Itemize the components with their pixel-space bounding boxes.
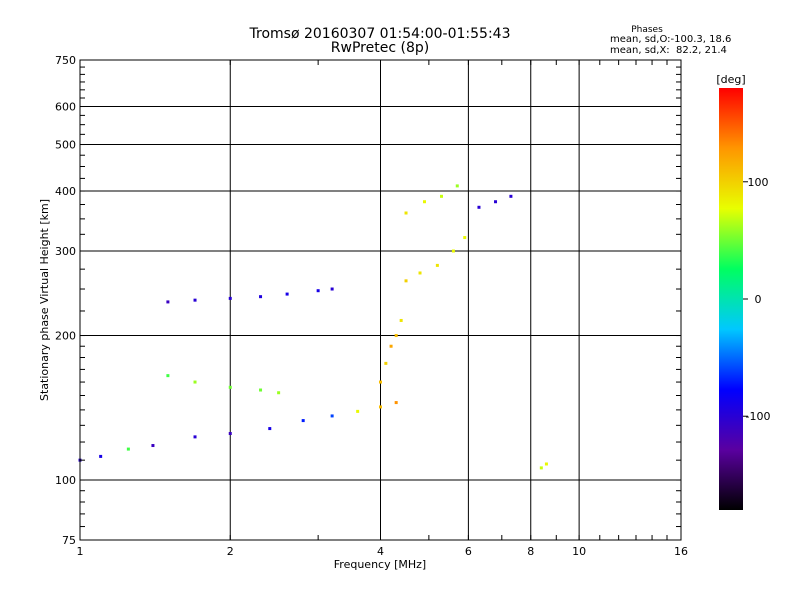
data-point	[228, 296, 232, 300]
y-tick-label: 600	[55, 101, 76, 114]
y-tick-label: 500	[55, 139, 76, 152]
data-point	[394, 401, 398, 405]
data-point	[193, 298, 197, 302]
data-point	[330, 414, 334, 418]
data-point	[418, 271, 422, 275]
data-point	[166, 300, 170, 304]
data-point	[228, 385, 232, 389]
colorbar-tick-label: 0	[755, 293, 762, 306]
colorbar-ticks: 100 0 -100	[743, 176, 770, 423]
data-point	[544, 462, 548, 466]
x-tick-label: 1	[77, 545, 84, 558]
data-point	[440, 194, 444, 198]
data-point	[379, 380, 382, 384]
data-point	[259, 388, 263, 392]
data-point	[330, 287, 334, 291]
data-point	[277, 391, 281, 395]
x-tick-label: 2	[227, 545, 234, 558]
x-axis-ticks: 1 2 4 6 8 10 16	[77, 60, 688, 558]
x-tick-label: 10	[572, 545, 586, 558]
x-tick-label: 8	[527, 545, 534, 558]
data-point	[193, 435, 197, 439]
data-point	[463, 236, 467, 240]
data-point	[455, 184, 459, 188]
data-point	[193, 380, 197, 384]
data-point	[435, 263, 439, 267]
y-tick-label: 200	[55, 330, 76, 343]
data-point	[404, 279, 408, 283]
data-point	[394, 334, 398, 338]
colorbar-unit-label: [deg]	[716, 73, 745, 86]
data-point	[477, 205, 481, 209]
data-point	[259, 295, 263, 299]
y-tick-label: 400	[55, 185, 76, 198]
data-point	[404, 211, 408, 215]
data-point	[356, 409, 360, 413]
data-point	[126, 447, 130, 451]
y-tick-label: 750	[55, 54, 76, 67]
y-axis-title: Stationary phase Virtual Height [km]	[38, 199, 51, 401]
y-axis-ticks: 75 100 200 300 400 500 600 750	[55, 54, 681, 547]
data-point	[316, 289, 320, 293]
stats-line-x: mean, sd,X: 82.2, 21.4	[610, 45, 727, 56]
data-point	[399, 318, 403, 322]
data-point	[389, 344, 393, 348]
chart-title: Tromsø 20160307 01:54:00-01:55:43	[249, 26, 511, 42]
data-point	[228, 432, 232, 436]
data-point	[151, 444, 155, 448]
data-point	[539, 466, 543, 470]
grid-lines	[80, 60, 681, 540]
chart-subtitle: RwPretec (8p)	[330, 40, 430, 56]
x-tick-label: 6	[465, 545, 472, 558]
stats-line-o: mean, sd,O:-100.3, 18.6	[610, 34, 732, 45]
y-tick-label: 300	[55, 245, 76, 258]
data-points	[78, 184, 548, 470]
data-point	[268, 427, 272, 431]
data-point	[301, 419, 305, 423]
x-tick-label: 4	[377, 545, 384, 558]
colorbar	[719, 88, 743, 510]
stats-title: Phases	[631, 25, 663, 35]
data-point	[451, 249, 455, 253]
data-point	[166, 374, 170, 378]
data-point	[422, 200, 426, 204]
x-axis-title: Frequency [MHz]	[334, 558, 426, 571]
data-point	[494, 200, 498, 204]
data-point	[384, 361, 388, 365]
colorbar-tick-label: -100	[746, 410, 771, 423]
y-tick-label: 100	[55, 474, 76, 487]
data-point	[285, 292, 289, 296]
data-point	[99, 454, 103, 458]
data-point	[509, 194, 513, 198]
data-point	[379, 405, 382, 409]
y-tick-label: 75	[62, 534, 76, 547]
colorbar-tick-label: 100	[748, 176, 769, 189]
x-tick-label: 16	[674, 545, 688, 558]
